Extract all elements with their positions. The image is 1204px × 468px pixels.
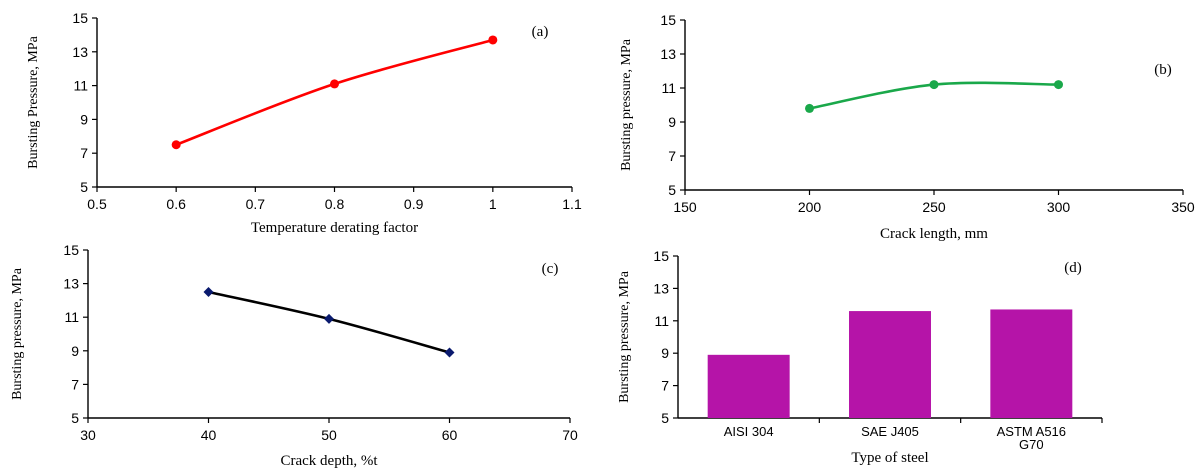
- y-axis-label-a: Bursting Pressure, MPa: [26, 35, 41, 168]
- data-point-c: [203, 287, 214, 297]
- x-tick-label-b: 350: [1171, 199, 1195, 215]
- chart-d-svg: 5 7 9 11 13 15 Bursting pressure, MPa Type of s…: [617, 248, 1103, 466]
- y-tick-label-c: 13: [63, 276, 79, 292]
- x-tick-label-a: 1: [489, 196, 497, 212]
- x-tick-label-a: 0.9: [404, 196, 424, 212]
- chart-panel-d: 5 7 9 11 13 15 Bursting pressure, MPa Type of s…: [600, 236, 1204, 468]
- y-tick-label-b: 15: [660, 12, 676, 28]
- x-axis-label-a: Temperature derating factor: [251, 220, 418, 236]
- x-tick-label-c: 70: [562, 427, 578, 443]
- data-point-b: [929, 80, 939, 90]
- x-tick-label-a: 0.8: [325, 196, 345, 212]
- y-axis-label-c: Bursting pressure, MPa: [10, 267, 25, 400]
- y-tick-label-a: 15: [72, 10, 88, 26]
- x-tick-label-c: 60: [442, 427, 458, 443]
- data-point-a: [330, 79, 339, 89]
- y-tick-label-d: 15: [653, 248, 669, 264]
- panel-label-a: (a): [532, 24, 549, 40]
- y-tick-label-c: 15: [63, 242, 79, 258]
- x-tick-label-a: 0.5: [87, 196, 107, 212]
- y-tick-label-c: 5: [71, 410, 79, 426]
- y-tick-label-b: 11: [661, 80, 676, 96]
- chart-panel-a: 5 7 9 11 13 15 Bursting Pressure, MPa Temperatu…: [0, 0, 590, 240]
- y-tick-label-b: 5: [668, 182, 676, 198]
- y-tick-label-a: 5: [80, 179, 88, 195]
- x-axis-label-b: Crack length, mm: [880, 226, 988, 242]
- data-point-a: [488, 35, 498, 45]
- panel-label-d: (d): [1064, 260, 1082, 276]
- data-point-b: [1054, 80, 1063, 90]
- panel-label-b: (b): [1154, 62, 1172, 78]
- x-tick-label-a: 1.1: [562, 196, 582, 212]
- y-tick-label-c: 9: [71, 343, 79, 359]
- y-tick-label-c: 11: [64, 309, 79, 325]
- chart-c-svg: 5 7 9 11 13 15 Bursting pressure, MPa Crack dep…: [10, 242, 578, 468]
- x-tick-label-b: 200: [798, 199, 822, 215]
- y-tick-label-d: 9: [661, 345, 669, 361]
- y-axis-label-d: Bursting pressure, MPa: [617, 270, 632, 403]
- y-tick-label-b: 7: [668, 148, 676, 164]
- y-tick-label-d: 11: [654, 313, 669, 329]
- y-tick-label-a: 9: [80, 111, 88, 127]
- y-tick-label-a: 13: [72, 44, 88, 60]
- y-axis-label-b: Bursting pressure, MPa: [619, 38, 634, 171]
- y-tick-label-a: 11: [73, 78, 88, 94]
- data-point-c: [324, 313, 334, 324]
- bar-d: [707, 354, 790, 418]
- data-point-a: [171, 140, 181, 150]
- data-point-b: [805, 103, 814, 113]
- data-point-c: [444, 347, 455, 358]
- y-tick-label-d: 5: [661, 410, 669, 426]
- category-label-d: SAE J405: [861, 424, 919, 439]
- y-tick-label-d: 7: [661, 378, 669, 394]
- category-label-d: AISI 304: [724, 424, 774, 439]
- chart-panel-b: 5 7 9 11 13 15 Bursting pressure, MPa Crack len…: [600, 0, 1204, 242]
- series-line-a: [175, 38, 494, 146]
- x-tick-label-c: 40: [201, 427, 217, 443]
- x-tick-label-a: 0.6: [166, 196, 186, 212]
- y-tick-label-d: 13: [653, 280, 669, 296]
- category-label-d: ASTM A516 G70: [997, 424, 1066, 452]
- chart-b-svg: 5 7 9 11 13 15 Bursting pressure, MPa Crack len…: [619, 12, 1195, 242]
- x-axis-label-d: Type of steel: [851, 450, 928, 466]
- chart-a-svg: 5 7 9 11 13 15 Bursting Pressure, MPa Temperatu…: [26, 10, 582, 236]
- x-tick-label-b: 150: [673, 199, 697, 215]
- x-tick-label-c: 30: [80, 427, 96, 443]
- panel-label-c: (c): [542, 261, 559, 277]
- x-tick-label-c: 50: [321, 427, 337, 443]
- x-tick-label-b: 300: [1047, 199, 1071, 215]
- x-tick-label-b: 250: [922, 199, 946, 215]
- x-tick-label-a: 0.7: [246, 196, 266, 212]
- x-axis-label-c: Crack depth, %t: [280, 453, 378, 468]
- bar-d: [849, 311, 931, 418]
- chart-panel-c: 5 7 9 11 13 15 Bursting pressure, MPa Crack dep…: [0, 236, 590, 468]
- bar-d: [990, 309, 1073, 418]
- y-tick-label-b: 9: [668, 114, 676, 130]
- y-tick-label-b: 13: [660, 46, 676, 62]
- y-tick-label-a: 7: [80, 145, 88, 161]
- y-tick-label-c: 7: [71, 376, 79, 392]
